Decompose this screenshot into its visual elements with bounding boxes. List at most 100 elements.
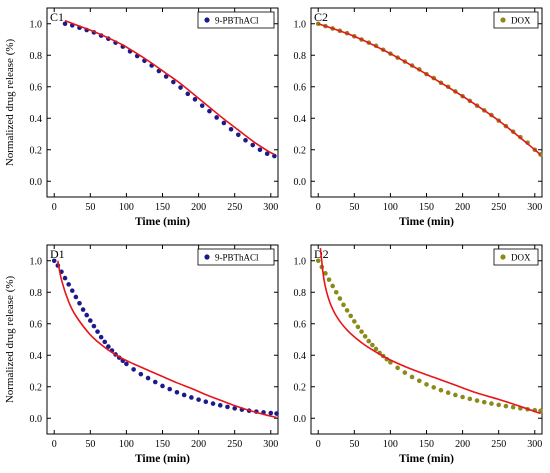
y-tick-label: 0.6 [30, 82, 43, 93]
data-point [481, 399, 487, 405]
x-tick-label: 300 [527, 202, 542, 213]
legend-label: DOX [511, 16, 531, 26]
x-tick-label: 300 [263, 202, 278, 213]
plot-frame [46, 7, 279, 198]
y-tick-label: 1.0 [294, 256, 307, 267]
y-tick-label: 0.4 [30, 351, 43, 362]
data-point [73, 294, 79, 300]
x-tick-label: 100 [119, 439, 134, 450]
plot-frame [46, 244, 279, 435]
data-point [330, 283, 335, 289]
x-tick-label: 200 [455, 202, 470, 213]
data-point [77, 300, 82, 306]
data-point [62, 275, 68, 281]
data-point [416, 378, 422, 384]
legend-label: 9-PBThACl [215, 16, 259, 26]
x-tick-label: 50 [85, 439, 95, 450]
legend-marker [500, 254, 506, 260]
x-tick-label: 250 [227, 439, 242, 450]
panel-label: C1 [50, 10, 64, 24]
y-tick-label: 0.8 [30, 288, 43, 299]
fit-curve [317, 22, 542, 156]
data-point [243, 138, 248, 143]
data-point [221, 120, 227, 126]
data-point [210, 401, 216, 406]
legend: DOX [493, 248, 539, 266]
data-point [460, 394, 465, 400]
data-point [370, 342, 375, 348]
x-tick-label: 200 [191, 202, 206, 213]
data-point [337, 296, 343, 301]
x-tick-label: 150 [155, 202, 170, 213]
y-tick-label: 1.0 [30, 256, 43, 267]
x-tick-label: 300 [527, 439, 542, 450]
data-point [355, 324, 361, 330]
y-tick-label: 0.0 [30, 414, 43, 425]
data-point [189, 395, 194, 400]
data-point [467, 396, 473, 402]
panel-label: C2 [314, 10, 328, 24]
x-tick-label: 100 [383, 202, 398, 213]
data-point [445, 390, 451, 396]
data-point [106, 344, 111, 349]
x-tick-label: 200 [191, 439, 206, 450]
y-tick-label: 0.2 [294, 145, 307, 156]
data-point [225, 404, 230, 410]
data-point [264, 151, 270, 156]
legend-label: DOX [511, 253, 531, 263]
data-point [80, 307, 86, 312]
data-point [333, 289, 339, 295]
fit-curve [319, 248, 541, 415]
x-tick-label: 250 [491, 202, 506, 213]
x-tick-label: 0 [52, 439, 57, 450]
data-point [474, 398, 480, 403]
data-point [409, 374, 415, 380]
data-point [228, 126, 234, 132]
legend-box [197, 248, 275, 266]
panel-c2: 0 50 100 150 200 250 300 0.0 0.2 0.4 0.6 0.8 1.0 Time… [294, 7, 543, 228]
data-point [352, 319, 357, 324]
data-point [199, 103, 205, 108]
y-tick-label: 0.2 [294, 382, 307, 393]
fit-curve [64, 19, 275, 156]
x-axis-label: Time (min) [399, 453, 454, 465]
data-point [196, 397, 201, 402]
data-point [496, 402, 501, 408]
y-axis-label: Normalized drug release (%) [4, 38, 16, 166]
data-point [185, 91, 191, 97]
legend-marker [204, 254, 210, 260]
x-tick-label: 100 [383, 439, 398, 450]
data-point [250, 142, 256, 148]
y-tick-label: 0.4 [294, 114, 307, 125]
x-tick-label: 150 [155, 439, 170, 450]
fit-curve [57, 260, 277, 419]
legend: DOX [493, 11, 539, 29]
x-tick-label: 50 [349, 439, 359, 450]
y-tick-label: 0.4 [294, 351, 307, 362]
y-tick-label: 0.0 [294, 177, 307, 188]
x-tick-label: 300 [263, 439, 278, 450]
data-point [235, 132, 241, 138]
data-point [66, 282, 71, 287]
data-point [323, 271, 328, 276]
data-point [431, 385, 437, 390]
y-tick-label: 0.4 [30, 114, 43, 125]
x-tick-label: 150 [419, 439, 434, 450]
data-point [163, 74, 169, 79]
x-tick-label: 250 [491, 439, 506, 450]
data-point [395, 365, 400, 371]
x-tick-label: 150 [419, 202, 434, 213]
x-axis-label: Time (min) [135, 453, 190, 465]
data-point [174, 389, 180, 395]
data-point [98, 334, 104, 340]
legend-box [493, 11, 539, 29]
data-point [366, 338, 372, 344]
x-tick-label: 0 [316, 439, 321, 450]
data-point [489, 401, 494, 406]
data-point [192, 97, 198, 102]
panel-c1: 0 50 100 150 200 250 300 0.0 0.2 0.4 0.6 0.8 1.0 Time… [4, 7, 279, 228]
legend: 9-PBThACl [197, 11, 275, 29]
data-point [95, 329, 100, 334]
x-tick-label: 0 [316, 202, 321, 213]
